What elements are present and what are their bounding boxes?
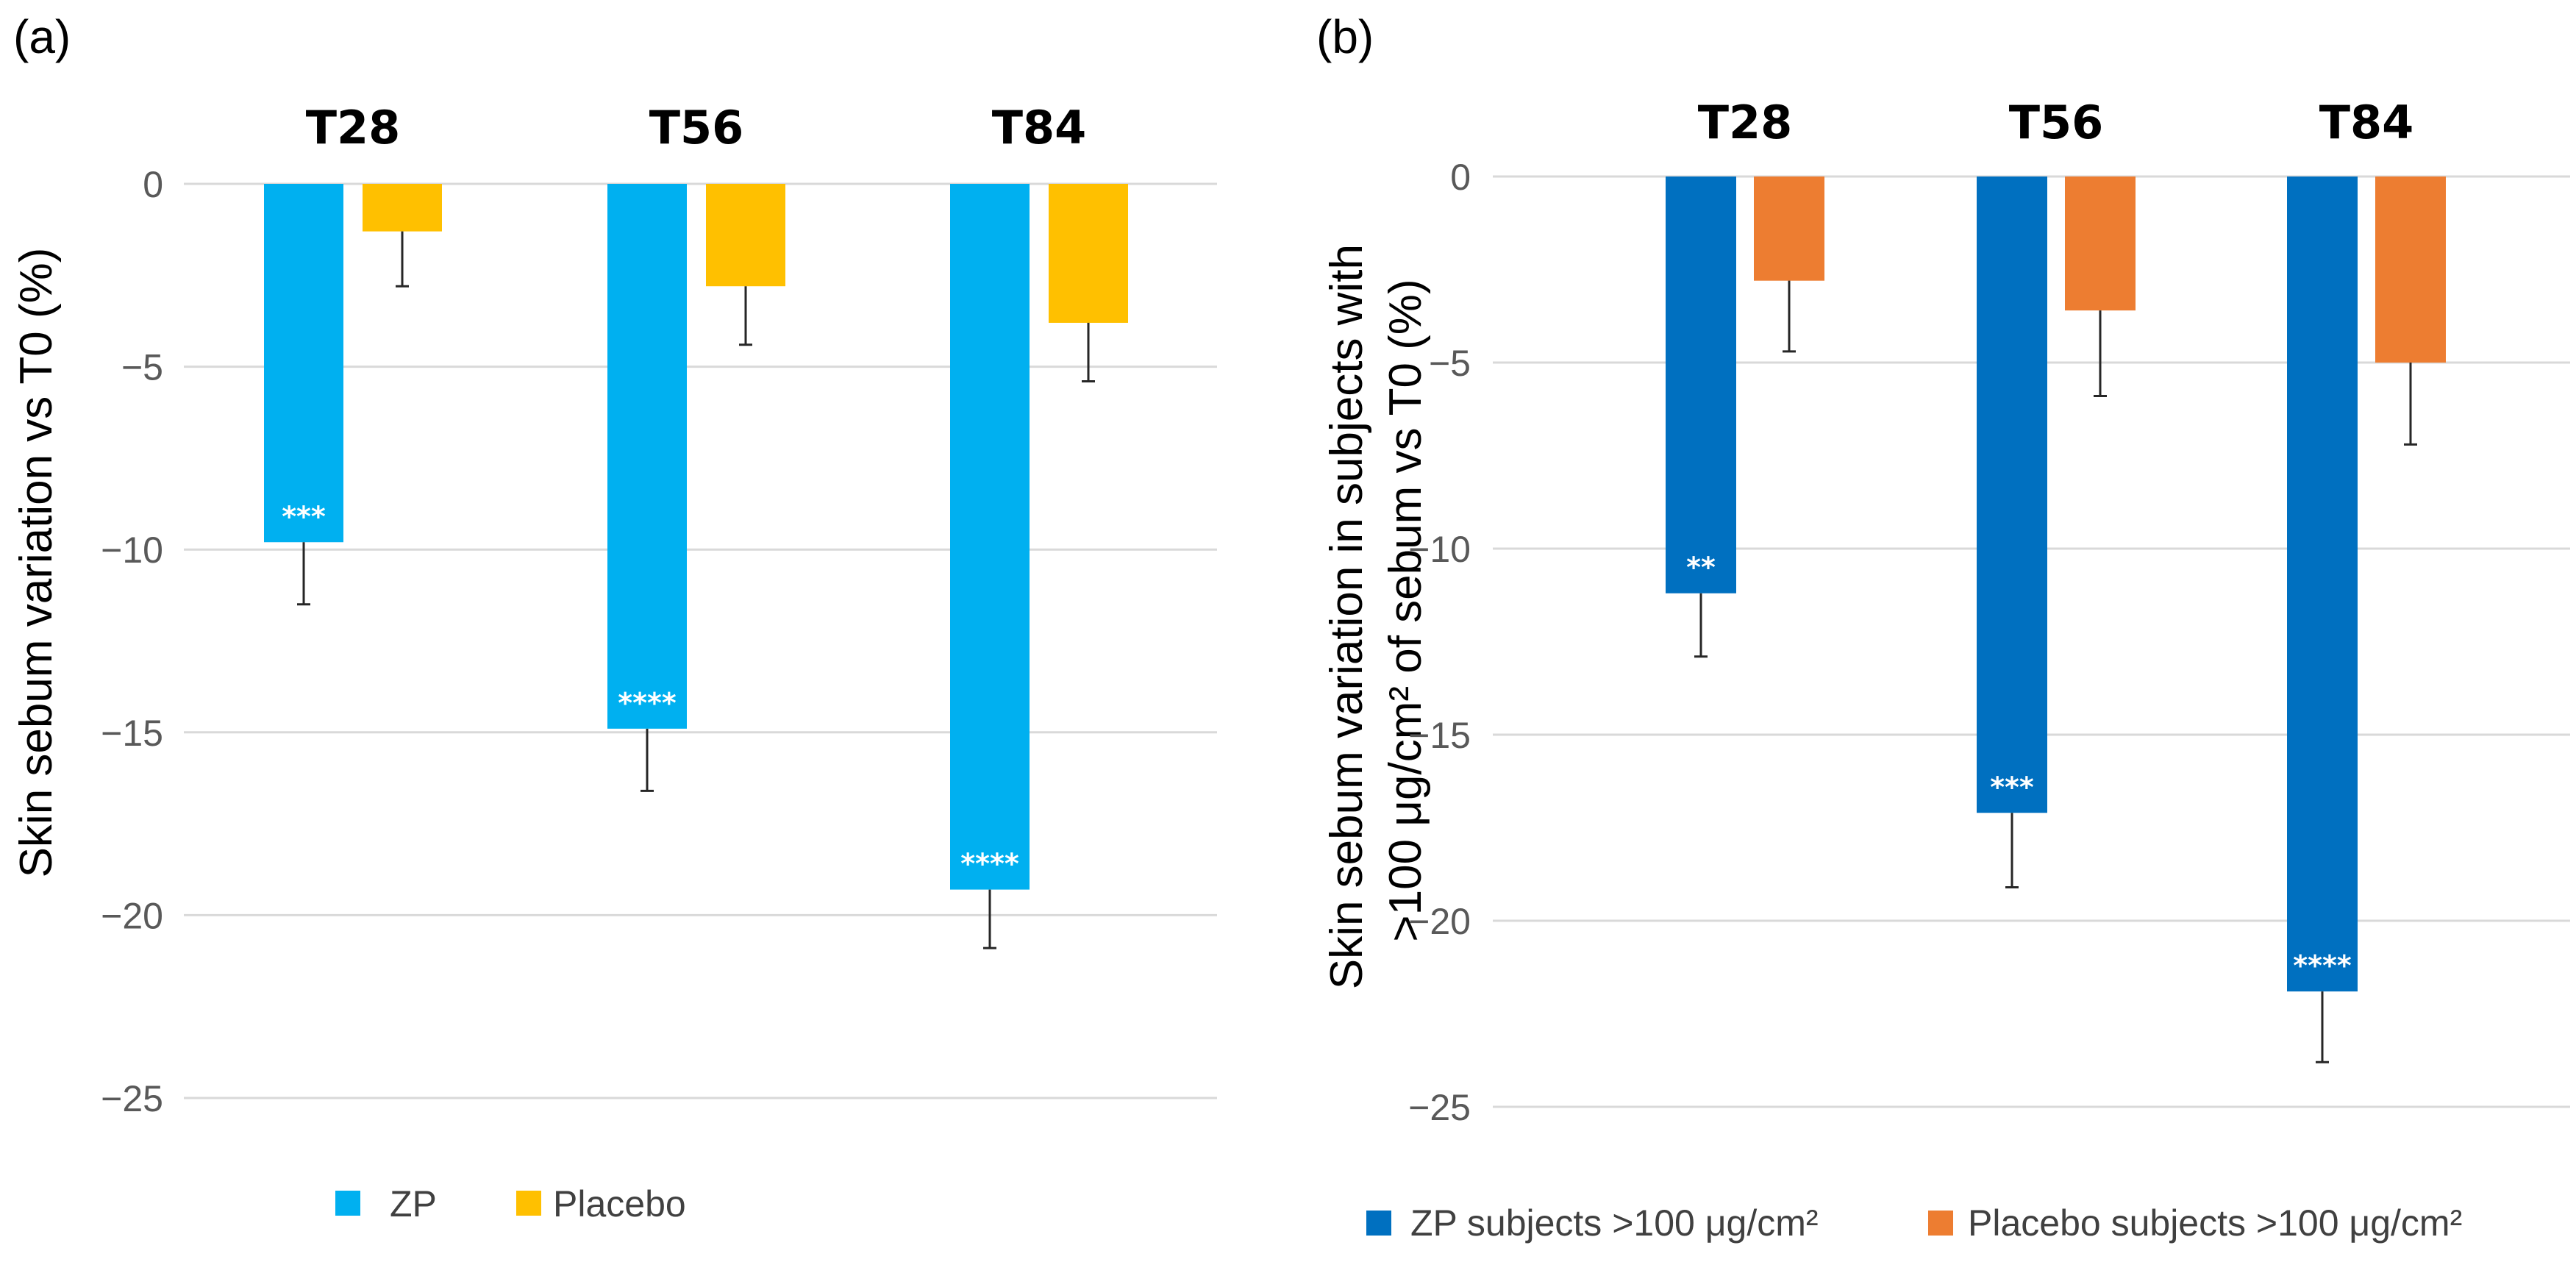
- panel-a-y-ticks: 0 −5 −10 −15 −20 −25: [101, 164, 163, 1119]
- panel-b-significance-labels: *********: [1686, 552, 2352, 982]
- panel-a-y-axis-label: Skin sebum variation vs T0 (%): [11, 248, 62, 878]
- legend-label-zp: ZP: [390, 1183, 437, 1224]
- panel-b-bars: [1666, 177, 2446, 992]
- panel-a-bar-treatment: [607, 184, 687, 729]
- panel-b-y-tick-label: −5: [1429, 343, 1471, 384]
- legend-label-placebo: Placebo: [553, 1183, 686, 1224]
- panel-b-bar-treatment: [1977, 177, 2047, 813]
- panel-a-bar-placebo: [1049, 184, 1128, 323]
- panel-b-error-bars: [1694, 280, 2417, 1063]
- panel-a-significance-label: ****: [960, 848, 1019, 880]
- panel-b-y-tick-label: −15: [1408, 715, 1471, 756]
- panel-a-y-tick-label: −5: [121, 347, 163, 388]
- panel-a-significance-label: ***: [282, 500, 326, 532]
- panel-a-label: (a): [13, 10, 71, 63]
- panel-b-bar-placebo: [1754, 177, 1824, 281]
- panel-a-bar-treatment: [264, 184, 343, 543]
- panel-a-y-tick-label: 0: [143, 164, 163, 205]
- panel-b-significance-label: ***: [1990, 771, 2034, 803]
- legend-label-zp-subjects: ZP subjects >100 μg/cm²: [1410, 1202, 1819, 1244]
- panel-b-bar-treatment: [2287, 177, 2358, 992]
- panel-b-category-label: T28: [1698, 96, 1793, 149]
- panel-b-bar-treatment: [1666, 177, 1736, 593]
- panel-b-y-tick-label: −10: [1408, 529, 1471, 570]
- panel-a-gridlines: [184, 182, 1217, 1099]
- panel-a-bar-placebo: [706, 184, 785, 287]
- panel-b-y-tick-label: −25: [1408, 1087, 1471, 1128]
- panel-b-y-axis-label-line2: >100 μg/cm² of sebum vs T0 (%): [1380, 279, 1431, 941]
- legend-label-placebo-subjects: Placebo subjects >100 μg/cm²: [1968, 1202, 2462, 1244]
- panel-b-y-ticks: 0 −5 −10 −15 −20 −25: [1408, 157, 1471, 1128]
- panel-a-categories: T28 T56 T84: [306, 101, 1087, 154]
- panel-b-y-axis-label: Skin sebum variation in subjects with >1…: [1321, 232, 1431, 989]
- legend-swatch-placebo-subjects: [1928, 1211, 1953, 1236]
- chart-panel-a: (a) Skin sebum variation vs T0 (%) 0 −5 −1…: [11, 10, 1217, 1224]
- panel-b-category-label: T84: [2319, 96, 2414, 149]
- panel-a-category-label: T28: [306, 101, 401, 154]
- chart-panel-b: (b) Skin sebum variation in subjects wit…: [1316, 10, 2570, 1244]
- panel-a-y-tick-label: −10: [101, 530, 163, 571]
- panel-a-significance-label: ****: [618, 687, 677, 719]
- panel-b-y-tick-label: −20: [1408, 901, 1471, 942]
- panel-b-category-label: T56: [2009, 96, 2104, 149]
- panel-a-error-bars: [297, 231, 1095, 949]
- panel-a-category-label: T84: [992, 101, 1087, 154]
- panel-a-legend: ZP Placebo: [335, 1183, 686, 1224]
- panel-b-y-tick-label: 0: [1450, 157, 1471, 198]
- panel-b-significance-label: **: [1686, 552, 1716, 584]
- panel-b-legend: ZP subjects >100 μg/cm² Placebo subjects…: [1366, 1202, 2462, 1244]
- panel-a-bars: [264, 184, 1128, 890]
- panel-b-y-axis-label-line1: Skin sebum variation in subjects with: [1321, 244, 1372, 989]
- legend-swatch-zp: [335, 1191, 360, 1216]
- panel-a-bar-treatment: [950, 184, 1030, 890]
- panel-b-bar-placebo: [2375, 177, 2446, 363]
- panel-a-category-label: T56: [649, 101, 744, 154]
- panel-a-y-tick-label: −20: [101, 895, 163, 936]
- panel-a-y-tick-label: −15: [101, 713, 163, 754]
- panel-b-significance-label: ****: [2293, 949, 2352, 982]
- legend-swatch-zp-subjects: [1366, 1211, 1391, 1236]
- panel-b-label: (b): [1316, 10, 1374, 63]
- panel-a-y-axis-label-line1: Skin sebum variation vs T0 (%): [11, 248, 62, 878]
- panel-a-significance-labels: ***********: [282, 500, 1019, 880]
- panel-a-y-tick-label: −25: [101, 1078, 163, 1119]
- panel-b-categories: T28 T56 T84: [1698, 96, 2414, 149]
- panel-b-bar-placebo: [2065, 177, 2136, 311]
- panel-a-bar-placebo: [363, 184, 442, 232]
- legend-swatch-placebo: [516, 1191, 541, 1216]
